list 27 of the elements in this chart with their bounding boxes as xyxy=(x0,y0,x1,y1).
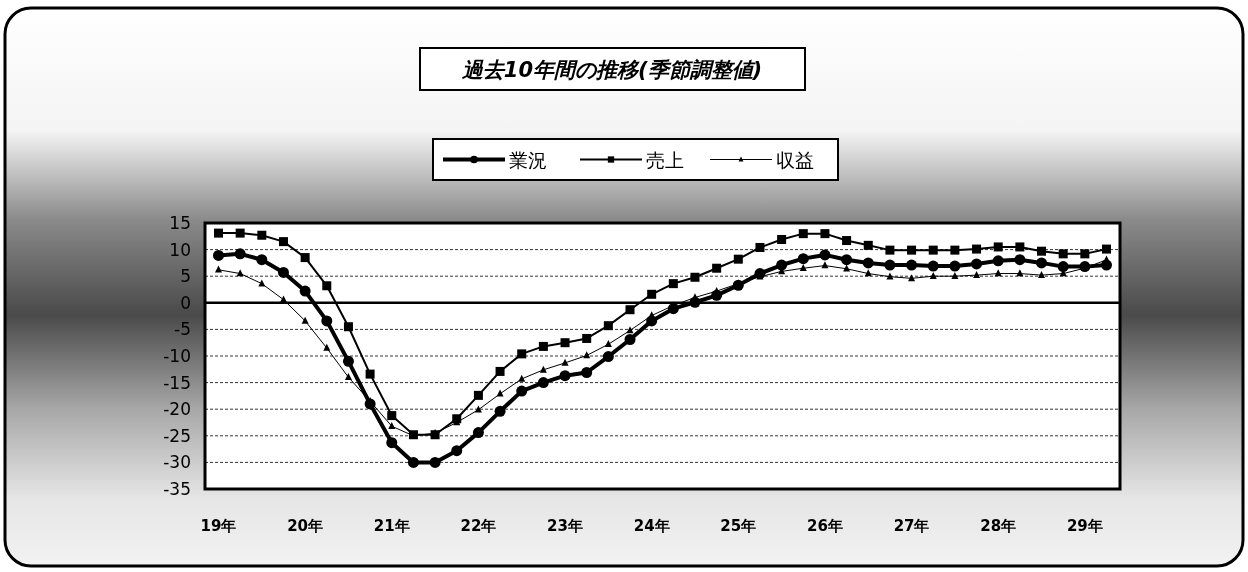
x-tick-label: 24年 xyxy=(633,517,670,535)
y-tick-label: -20 xyxy=(163,399,191,420)
x-tick-label: 26年 xyxy=(807,517,843,535)
x-tick-label: 29年 xyxy=(1066,517,1103,535)
y-tick-label: 5 xyxy=(180,266,191,287)
y-tick-label: -10 xyxy=(163,346,191,366)
x-tick-label: 23年 xyxy=(547,517,583,535)
y-tick-label: 0 xyxy=(180,292,191,313)
x-tick-label: 27年 xyxy=(893,517,930,535)
legend-label: 収益 xyxy=(776,148,814,171)
y-tick-label: 15 xyxy=(169,213,191,233)
title: 過去10年間の推移(季節調整値) xyxy=(419,47,806,91)
chart-title: 過去10年間の推移(季節調整値) xyxy=(460,58,763,82)
x-tick-label: 21年 xyxy=(373,517,410,535)
legend-label: 業況 xyxy=(509,148,547,171)
y-tick-label: -30 xyxy=(163,452,191,473)
x-tick-label: 20年 xyxy=(287,517,324,535)
y-tick-label: 10 xyxy=(169,239,191,260)
y-tick-label: -35 xyxy=(163,479,191,499)
y-tick-label: -25 xyxy=(163,425,191,446)
y-tick-label: -15 xyxy=(163,372,191,393)
y-tick-label: -5 xyxy=(174,319,191,340)
x-tick-label: 19年 xyxy=(200,517,237,535)
x-tick-label: 28年 xyxy=(980,517,1017,535)
x-tick-label: 25年 xyxy=(720,517,757,535)
legend-label: 売上 xyxy=(646,148,684,171)
x-tick-label: 22年 xyxy=(460,517,497,535)
